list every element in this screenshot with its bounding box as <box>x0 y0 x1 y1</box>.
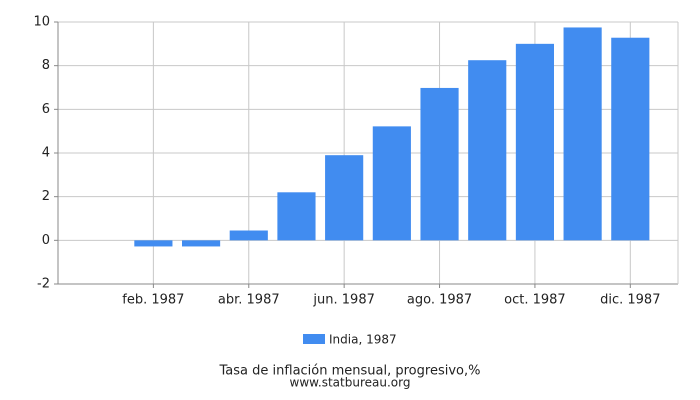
y-tick-label: 4 <box>42 146 50 161</box>
x-tick-label: dic. 1987 <box>600 293 660 308</box>
source: www.statbureau.org <box>290 376 411 390</box>
bar <box>277 192 316 241</box>
bar <box>563 27 602 241</box>
bar <box>182 240 221 247</box>
x-tick-label: oct. 1987 <box>504 293 566 308</box>
y-tick-label: 10 <box>33 15 50 30</box>
legend-label: India, 1987 <box>329 333 397 347</box>
bar <box>229 230 268 241</box>
legend-swatch <box>303 334 325 344</box>
x-tick-label: jun. 1987 <box>312 293 374 308</box>
bar <box>468 60 507 241</box>
y-tick-label: 2 <box>42 189 50 204</box>
bar <box>420 87 459 241</box>
y-tick-label: -2 <box>37 277 50 292</box>
x-tick-label: ago. 1987 <box>407 293 472 308</box>
x-tick-label: feb. 1987 <box>122 293 184 308</box>
y-tick-label: 8 <box>42 58 50 73</box>
bar <box>372 126 411 241</box>
bar <box>325 155 364 241</box>
bar <box>611 37 650 241</box>
bar <box>515 43 554 241</box>
x-tick-label: abr. 1987 <box>218 293 280 308</box>
y-tick-label: 6 <box>42 102 50 117</box>
chart-title: Tasa de inflación mensual, progresivo,% <box>219 364 481 379</box>
bar <box>134 240 173 247</box>
y-tick-label: 0 <box>42 233 50 248</box>
